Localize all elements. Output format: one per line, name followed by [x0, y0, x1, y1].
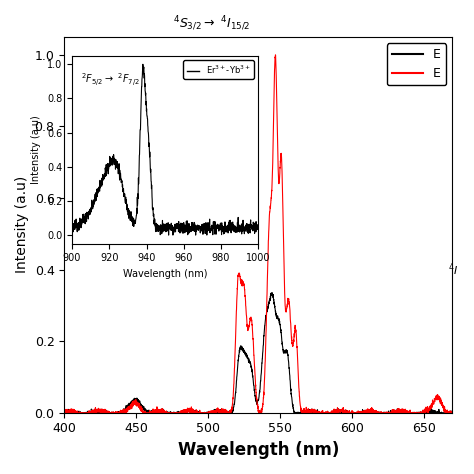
X-axis label: Wavelength (nm): Wavelength (nm)	[178, 441, 339, 459]
Y-axis label: Intensity (a.u): Intensity (a.u)	[15, 176, 29, 273]
Legend: E, E: E, E	[387, 43, 446, 85]
Text: $^4I$: $^4I$	[448, 262, 459, 278]
Text: $^4S_{3/2} \rightarrow\ ^4I_{15/2}$: $^4S_{3/2} \rightarrow\ ^4I_{15/2}$	[173, 15, 250, 33]
Text: $^2H_{11/2} \rightarrow\ ^4I_{15/2}$: $^2H_{11/2} \rightarrow\ ^4I_{15/2}$	[169, 157, 188, 233]
